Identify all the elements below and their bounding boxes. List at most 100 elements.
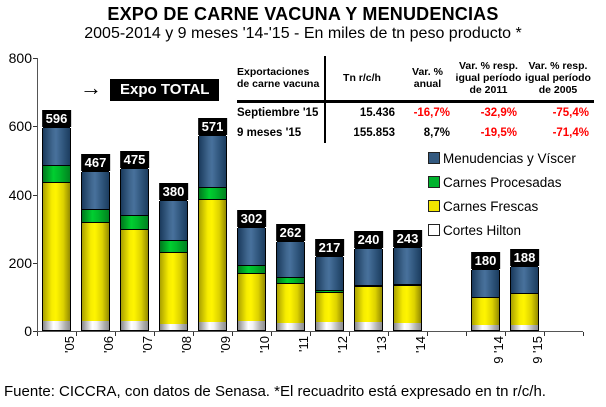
bar-914: 8282 [471,268,500,331]
total-label: 240 [353,231,384,249]
segment-hilton [355,322,382,330]
segment-menudencias [238,226,265,265]
segment-procesadas [82,209,109,222]
segment-hilton [277,323,304,330]
x-axis-tick [232,332,233,336]
legend-label: Carnes Procesadas [443,174,562,190]
segment-frescas [316,292,343,323]
x-axis-tick [583,332,584,336]
bar-06: 26291113 [81,170,110,331]
summary-table: Exportaciones de carne vacuna Tn r/c/h Var… [237,56,594,143]
x-axis-tick [349,332,350,336]
total-label: 467 [80,153,111,171]
segment-menudencias [121,167,148,216]
table-column-divider [324,56,326,143]
segment-menudencias [82,170,109,210]
y-axis-tick-label: 400 [8,186,32,203]
total-label: 188 [509,248,540,266]
table-header-cell: Var. % anual [412,66,443,90]
segment-hilton [199,322,226,330]
segment-hilton [43,320,70,330]
y-axis-tick [33,194,37,196]
segment-hilton [511,324,538,330]
table-cell: 9 meses '15 [237,126,302,139]
table-cell: Septiembre '15 [237,106,319,119]
segment-frescas [82,221,109,322]
x-axis-tick [115,332,116,336]
segment-procesadas [355,284,382,287]
bar-09: 22361152 [198,135,227,331]
y-axis-tick-label: 200 [8,254,32,271]
bar-13: 22106108 [354,248,383,331]
total-label: 596 [41,109,72,127]
segment-hilton [394,323,421,330]
legend-item: Carnes Frescas [428,194,576,218]
segment-hilton [472,324,499,330]
segment-frescas [394,284,421,324]
total-label: 243 [392,230,423,248]
bar-915: 9280 [510,265,539,331]
segment-hilton [160,323,187,330]
segment-frescas [43,182,70,321]
table-header-row: Exportaciones de carne vacuna Tn r/c/h Var… [237,56,594,100]
source-note: Fuente: CICCRA, con datos de Senasa. *El… [4,383,546,400]
segment-frescas [355,286,382,323]
table-row: 9 meses '15 155.853 8,7% -19,5% -71,4% [237,123,594,143]
segment-procesadas [394,283,421,285]
table-header-underline [237,100,594,103]
total-label: 571 [197,118,228,136]
menudencias-swatch-icon [428,152,440,164]
segment-menudencias [43,126,70,166]
x-axis-tick [388,332,389,336]
bar-07: 27270139 [120,167,149,331]
x-axis-tick [37,332,38,336]
segment-procesadas [160,239,187,252]
table-cell: 15.436 [359,106,395,119]
table-cell: -71,4% [552,126,589,139]
bar-05: 27406113 [42,126,71,331]
total-label: 180 [470,251,501,269]
hilton-swatch-icon [428,224,440,236]
segment-frescas [121,228,148,321]
table-header-cell: Tn r/c/h [343,72,381,84]
x-axis-tick [427,332,428,336]
x-axis-line [37,331,583,332]
y-axis-line [37,58,38,331]
chart-legend: Menudencias y Víscer Carnes Procesadas Car… [428,146,576,242]
right-arrow-icon: → [80,75,102,100]
table-header-cell: Var. % resp. igual período de 2005 [525,60,591,96]
segment-procesadas [316,290,343,293]
bar-11: 20118106 [276,240,305,332]
total-label: 217 [314,238,345,256]
legend-item: Carnes Procesadas [428,170,576,194]
total-label: 262 [275,223,306,241]
segment-procesadas [199,187,226,200]
segment-menudencias [355,248,382,285]
segment-frescas [277,282,304,324]
procesadas-swatch-icon [428,176,440,188]
table-cell: -19,5% [480,126,517,139]
segment-frescas [238,273,265,322]
segment-hilton [238,321,265,330]
segment-procesadas [277,276,304,283]
segment-menudencias [472,268,499,297]
total-label: 380 [158,183,189,201]
total-label: 475 [119,150,150,168]
bar-08: 19211115 [159,200,188,332]
chart-subtitle: 2005-2014 y 9 meses '14-'15 - En miles d… [84,25,522,42]
segment-hilton [82,321,109,330]
segment-menudencias [199,135,226,188]
segment-procesadas [238,264,265,273]
x-axis-tick [154,332,155,336]
total-label: 302 [236,209,267,227]
legend-label: Cortes Hilton [443,222,522,238]
segment-menudencias [160,200,187,240]
bar-12: 2288100 [315,255,344,331]
legend-label: Menudencias y Víscer [443,150,576,166]
segment-menudencias [394,247,421,284]
y-axis-tick-label: 800 [8,50,32,66]
x-axis-tick [310,332,311,336]
segment-frescas [472,296,499,325]
chart-title: EXPO DE CARNE VACUNA Y MENUDENCIAS [107,4,499,24]
segment-frescas [160,251,187,324]
